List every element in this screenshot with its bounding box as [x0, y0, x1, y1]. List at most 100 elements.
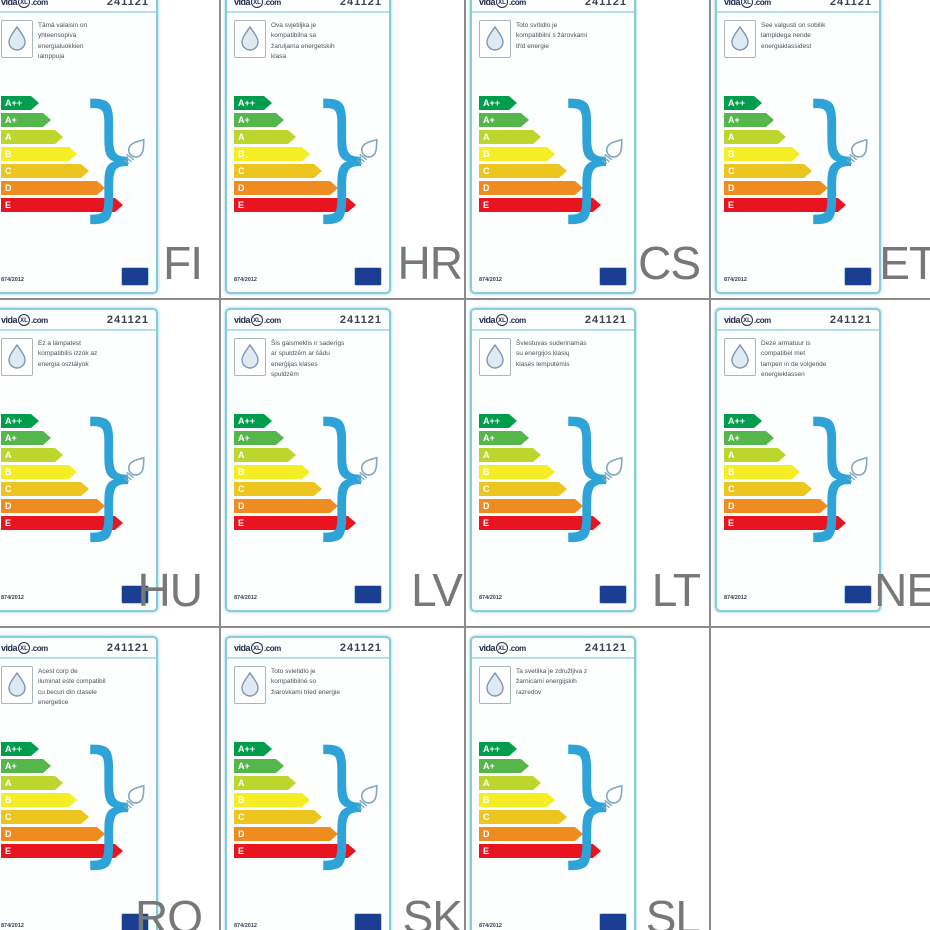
- vidaxl-logo: vida XL .com: [234, 314, 281, 326]
- logo-text-pre: vida: [724, 0, 741, 7]
- language-code-label-ro: RO: [135, 891, 203, 930]
- compatibility-text-line: tříd energie: [516, 42, 549, 50]
- energy-class-bar-e: E: [479, 844, 601, 858]
- logo-xl-circle-icon: XL: [496, 314, 509, 326]
- compatibility-info: Tämä valaisin on yhteensopiva energialuokk…: [0, 13, 156, 63]
- product-number: 241121: [829, 314, 872, 326]
- logo-xl-circle-icon: XL: [18, 642, 31, 654]
- compatibility-info: Deze armatuur is compatibel met lampen in …: [717, 331, 879, 381]
- logo-xl-circle-icon: XL: [18, 314, 31, 326]
- compatibility-text-line: ar spuldzēm ar šādu: [271, 350, 330, 358]
- compatibility-text-line: kompatibilné so: [271, 678, 317, 686]
- logo-xl-circle-icon: XL: [251, 314, 264, 326]
- vidaxl-logo: vida XL .com: [479, 0, 526, 8]
- energy-class-scale: A++ A+ A B C D E: [724, 96, 846, 212]
- logo-text-pre: vida: [479, 0, 496, 7]
- compatibility-text-line: kompatibilní s žárovkami: [516, 32, 588, 40]
- compatibility-info: See valgusti on sobilik lampidega nende en…: [717, 13, 879, 58]
- bulb-icon: [1, 666, 33, 704]
- energy-label-card: vida XL .com 241121 Toto svítidlo je komp…: [470, 0, 636, 294]
- vidaxl-logo: vida XL .com: [1, 0, 48, 8]
- energy-class-bar-a: A: [479, 130, 541, 144]
- energy-class-scale: A++ A+ A B C D E: [234, 96, 356, 212]
- logo-text-post: .com: [754, 0, 771, 7]
- product-number: 241121: [339, 314, 382, 326]
- compatibility-text-line: Ova svjetiljka je: [271, 22, 317, 29]
- energy-class-bar-d: D: [479, 181, 583, 195]
- logo-xl-circle-icon: XL: [741, 0, 754, 8]
- energy-class-bar-aplusplus: A++: [724, 96, 762, 110]
- small-bulb-icon: [587, 447, 635, 496]
- label-header: vida XL .com 241121: [0, 310, 156, 331]
- energy-class-bar-aplus: A+: [234, 113, 284, 127]
- energy-class-scale: A++ A+ A B C D E: [1, 414, 123, 530]
- product-number: 241121: [106, 314, 149, 326]
- compatibility-text-line: See valgusti on sobilik: [761, 22, 826, 29]
- energy-class-bar-d: D: [234, 827, 338, 841]
- energy-label-card: vida XL .com 241121 Tämä valaisin on yhte…: [0, 0, 158, 294]
- logo-xl-circle-icon: XL: [251, 0, 264, 8]
- grid-line-vertical-2: [464, 0, 466, 930]
- energy-class-bar-aplus: A+: [234, 759, 284, 773]
- logo-text-post: .com: [509, 643, 526, 653]
- logo-text-pre: vida: [724, 315, 741, 325]
- compatibility-text-line: žaruljama energetskih: [271, 42, 335, 50]
- energy-class-bar-c: C: [724, 482, 812, 496]
- logo-xl-circle-icon: XL: [251, 642, 264, 654]
- logo-text-post: .com: [509, 0, 526, 7]
- energy-class-scale: A++ A+ A B C D E: [1, 742, 123, 858]
- compatibility-text: Tämä valaisin on yhteensopiva energialuokk…: [38, 20, 87, 63]
- energy-class-bar-aplusplus: A++: [479, 96, 517, 110]
- compatibility-text-line: energiaklassidest: [761, 42, 812, 50]
- energy-class-bar-aplusplus: A++: [234, 742, 272, 756]
- compatibility-text: Ova svjetiljka je kompatibilna sa žaruljam…: [271, 20, 335, 63]
- compatibility-text: Šis gaismeklis ir saderīgs ar spuldzēm ar…: [271, 338, 344, 381]
- compatibility-text-line: energialuokkien: [38, 42, 84, 50]
- label-header: vida XL .com 241121: [717, 310, 879, 331]
- energy-class-bar-b: B: [234, 147, 310, 161]
- compatibility-info: Ez a lámpatest kompatibilis izzók az energ…: [0, 331, 156, 376]
- product-number: 241121: [106, 0, 149, 8]
- energy-class-bar-a: A: [1, 448, 63, 462]
- vidaxl-logo: vida XL .com: [234, 0, 281, 8]
- energy-class-bar-b: B: [1, 465, 77, 479]
- energy-class-bar-a: A: [234, 130, 296, 144]
- compatibility-text-line: lamppuja: [38, 53, 65, 61]
- eu-flag-icon: [121, 267, 149, 286]
- language-code-label-hu: HU: [137, 564, 203, 616]
- product-number: 241121: [339, 642, 382, 654]
- compatibility-text: See valgusti on sobilik lampidega nende en…: [761, 20, 825, 58]
- compatibility-text-line: enerģijas klases: [271, 360, 318, 368]
- logo-text-post: .com: [31, 0, 48, 7]
- label-header: vida XL .com 241121: [0, 0, 156, 13]
- energy-class-bar-aplusplus: A++: [1, 96, 39, 110]
- logo-text-post: .com: [264, 643, 281, 653]
- vidaxl-logo: vida XL .com: [724, 0, 771, 8]
- logo-xl-circle-icon: XL: [741, 314, 754, 326]
- compatibility-text: Toto svietidlo je kompatibilné so žiarovka…: [271, 666, 340, 704]
- energy-label-card: vida XL .com 241121 Ta svetilka je združ…: [470, 636, 636, 930]
- regulation-number: 874/2012: [1, 277, 24, 283]
- energy-label-card: vida XL .com 241121 Deze armatuur is comp…: [715, 308, 881, 612]
- energy-class-bar-d: D: [724, 499, 828, 513]
- small-bulb-icon: [832, 447, 880, 496]
- compatibility-text-line: energia osztályok: [38, 360, 89, 368]
- energy-class-bar-aplusplus: A++: [1, 414, 39, 428]
- energy-class-bar-e: E: [724, 198, 846, 212]
- compatibility-text-line: compatibel met: [761, 350, 806, 358]
- product-number: 241121: [584, 0, 627, 8]
- compatibility-text: Acest corp de iluminat este compatibil cu …: [38, 666, 106, 709]
- small-bulb-icon: [109, 447, 157, 496]
- compatibility-text-line: energetice: [38, 699, 69, 707]
- logo-xl-circle-icon: XL: [18, 0, 31, 8]
- energy-class-bar-aplus: A+: [234, 431, 284, 445]
- vidaxl-logo: vida XL .com: [479, 314, 526, 326]
- regulation-number: 874/2012: [1, 595, 24, 601]
- energy-class-scale: A++ A+ A B C D E: [724, 414, 846, 530]
- energy-class-bar-aplus: A+: [479, 431, 529, 445]
- energy-class-scale: A++ A+ A B C D E: [234, 742, 356, 858]
- small-bulb-icon: [342, 775, 390, 824]
- energy-class-bar-d: D: [479, 827, 583, 841]
- energy-class-bar-a: A: [234, 776, 296, 790]
